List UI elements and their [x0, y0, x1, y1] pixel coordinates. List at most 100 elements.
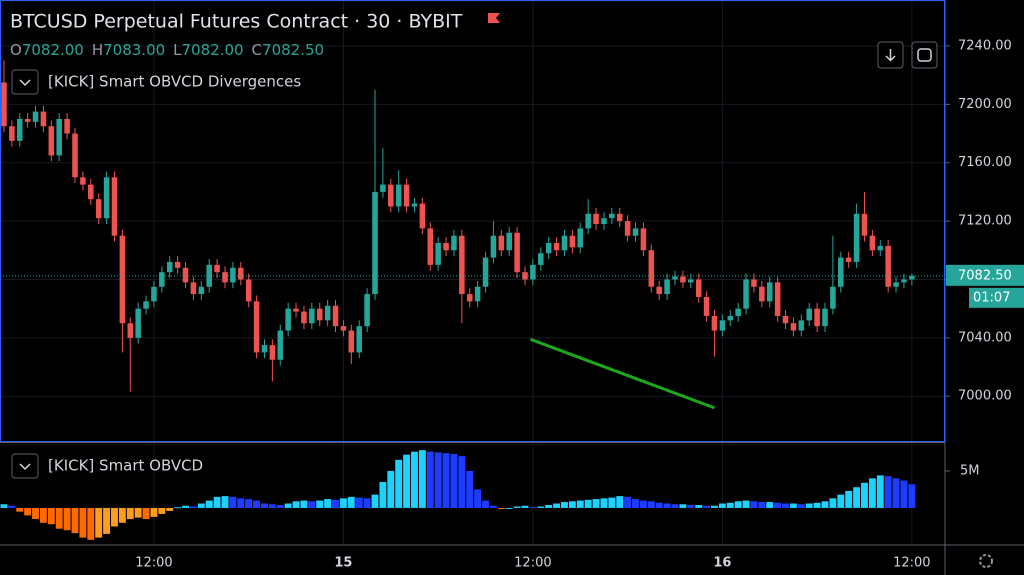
ohlc-legend: O7082.00 H7083.00 L7082.00 C7082.50: [10, 41, 324, 59]
candle-body: [624, 221, 631, 236]
candle-body: [435, 242, 441, 265]
candle-body: [806, 308, 812, 321]
candle-body: [380, 184, 386, 192]
histogram-bar: [371, 494, 379, 508]
histogram-bar: [0, 504, 8, 508]
histogram-bar: [197, 503, 205, 508]
histogram-bar: [103, 507, 111, 534]
histogram-bar: [395, 459, 403, 508]
histogram-bar: [853, 487, 861, 508]
histogram-bar: [189, 506, 197, 508]
histogram-bar: [411, 451, 418, 508]
histogram-bar: [158, 507, 166, 514]
candle-body: [127, 323, 134, 338]
candle-body: [182, 267, 189, 283]
candle-body: [861, 213, 868, 236]
histogram-bar: [892, 478, 900, 508]
candle-body: [482, 257, 489, 287]
histogram-bar: [292, 501, 300, 508]
candle-body: [316, 308, 323, 321]
histogram-bar: [126, 507, 134, 520]
candle-body: [561, 235, 568, 251]
settings-icon[interactable]: [979, 554, 993, 568]
candle-body: [640, 228, 647, 251]
candle-body: [80, 177, 86, 185]
histogram-bar: [616, 496, 624, 508]
histogram-bar: [663, 503, 671, 508]
y-tick-label: 5M: [960, 463, 980, 478]
histogram-bar: [363, 498, 371, 508]
histogram-bar: [118, 507, 126, 523]
candle-body: [545, 242, 552, 254]
y-tick-label: 7240.00: [958, 38, 1012, 53]
candle-body: [672, 276, 678, 280]
histogram-bar: [8, 505, 16, 508]
histogram-bar: [482, 500, 489, 508]
candle-body: [830, 286, 836, 309]
candle-body: [245, 279, 252, 302]
ohlc-label: L: [173, 41, 182, 59]
histogram-bar: [829, 498, 837, 508]
candle-body: [703, 296, 710, 316]
histogram-bar: [16, 507, 24, 512]
histogram-bar: [39, 507, 47, 523]
x-tick-label: 12:00: [135, 556, 172, 571]
histogram-bar: [253, 500, 261, 508]
histogram-bar: [734, 501, 742, 508]
candle-body: [853, 213, 860, 262]
candle-body: [909, 275, 915, 280]
histogram-bar: [284, 503, 292, 508]
candle-body: [364, 294, 370, 327]
trend-line: [530, 337, 715, 410]
arrow-icon: [885, 49, 896, 62]
histogram-bar: [300, 500, 308, 508]
histogram-bar: [766, 502, 774, 508]
candle-body: [609, 213, 615, 219]
candle-body: [656, 286, 662, 295]
candle-body: [822, 308, 828, 327]
candle-body: [727, 315, 734, 321]
flag-icon[interactable]: [488, 13, 500, 23]
candle-body: [616, 213, 623, 222]
ohlc-label: H: [92, 41, 103, 59]
reset-button[interactable]: [911, 41, 938, 69]
histogram-bar: [845, 490, 853, 508]
histogram-bar: [308, 501, 316, 508]
candle-body: [1, 82, 7, 127]
candle-body: [569, 235, 576, 248]
histogram-bar: [837, 494, 845, 508]
candle-body: [514, 232, 520, 273]
candle-body: [735, 308, 741, 316]
candle-body: [143, 301, 149, 309]
y-tick-label: 7160.00: [958, 155, 1012, 170]
collapse-button[interactable]: [11, 453, 39, 479]
candle-body: [593, 213, 599, 225]
candle-body: [356, 326, 362, 353]
collapse-button[interactable]: [11, 69, 39, 95]
candle-body: [261, 345, 268, 353]
candle-body: [214, 264, 220, 273]
candle-body: [577, 228, 584, 248]
candle-body: [419, 203, 426, 229]
candle-body: [411, 203, 418, 207]
symbol-title: BTCUSD Perpetual Futures Contract · 30 ·…: [10, 11, 463, 33]
histogram-bar: [529, 507, 537, 509]
countdown-label: 01:07: [973, 290, 1010, 305]
histogram-bar: [268, 504, 276, 508]
candle-body: [24, 118, 31, 122]
histogram-bar: [32, 507, 39, 520]
candle-body: [782, 315, 789, 324]
candle-body: [427, 228, 434, 265]
candle-body: [845, 257, 852, 262]
candle-body: [885, 245, 891, 287]
candle-body: [159, 272, 165, 287]
candle-body: [743, 279, 749, 309]
histogram-bar: [347, 496, 355, 508]
histogram-bar: [55, 507, 63, 529]
candle-body: [9, 126, 15, 141]
histogram-bar: [458, 456, 466, 508]
candle-body: [506, 232, 512, 251]
candle-body: [32, 111, 39, 122]
histogram-bar: [339, 498, 347, 508]
